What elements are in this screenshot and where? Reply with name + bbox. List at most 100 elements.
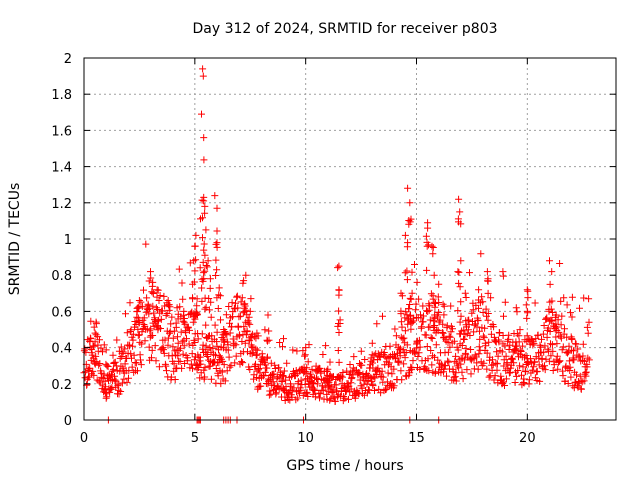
data-point <box>172 319 180 327</box>
data-point <box>386 342 394 350</box>
data-point <box>141 337 149 345</box>
data-point <box>264 353 271 361</box>
data-point <box>308 365 316 373</box>
data-point <box>113 336 121 344</box>
data-point <box>203 334 210 341</box>
x-axis-ticks: 0 5 10 15 20 <box>80 58 536 446</box>
y-tick-label: 0 <box>64 414 72 429</box>
data-point <box>142 240 150 248</box>
data-point <box>194 311 201 319</box>
data-point <box>157 325 164 332</box>
data-point <box>322 342 330 350</box>
data-point <box>212 240 220 248</box>
data-point <box>180 307 188 315</box>
data-point <box>213 342 221 350</box>
data-point <box>301 352 308 360</box>
data-point <box>227 361 235 369</box>
data-point <box>225 353 233 361</box>
data-point <box>321 383 329 391</box>
data-point <box>255 365 263 372</box>
data-point <box>550 361 558 369</box>
data-point <box>541 362 548 370</box>
data-point <box>111 376 119 384</box>
x-tick-label: 5 <box>191 431 199 446</box>
data-point <box>198 297 206 305</box>
data-point <box>335 307 343 315</box>
data-point <box>455 268 463 276</box>
data-point <box>406 294 414 302</box>
data-point <box>135 297 143 304</box>
data-point <box>227 314 235 322</box>
y-tick-label: 1.6 <box>51 124 72 139</box>
data-point <box>248 350 256 358</box>
data-point <box>584 329 592 337</box>
data-point <box>527 355 534 363</box>
data-point <box>174 315 182 323</box>
data-point <box>143 294 151 302</box>
data-point <box>406 301 414 308</box>
data-point <box>552 320 560 328</box>
data-point <box>444 357 452 365</box>
data-point <box>138 340 146 348</box>
data-point <box>307 370 314 378</box>
data-point <box>573 371 580 379</box>
data-point <box>331 397 339 405</box>
data-point <box>289 346 297 354</box>
data-point <box>358 361 366 369</box>
data-point <box>546 328 554 335</box>
data-point <box>316 365 324 373</box>
data-point <box>541 342 549 350</box>
data-point <box>95 377 103 385</box>
data-point <box>482 305 490 313</box>
data-point <box>84 365 92 373</box>
data-point <box>288 393 296 401</box>
data-point <box>483 365 491 373</box>
data-point <box>455 279 463 287</box>
data-point <box>432 341 440 349</box>
data-point <box>305 377 313 385</box>
data-point <box>167 373 175 381</box>
data-point <box>180 342 188 350</box>
data-point <box>391 325 399 333</box>
data-point <box>435 280 443 288</box>
y-axis-ticks: 0 0.2 0.4 0.6 0.8 1 1.2 1.4 1.6 1.8 2 <box>51 52 616 429</box>
data-point <box>335 291 343 299</box>
data-point <box>102 346 110 354</box>
data-point <box>513 372 521 380</box>
data-point <box>444 348 452 356</box>
data-point <box>182 329 190 337</box>
data-point <box>220 329 228 337</box>
data-point <box>179 295 187 303</box>
data-point <box>385 359 393 367</box>
data-point <box>407 295 415 303</box>
data-point <box>280 367 288 375</box>
data-point <box>474 317 482 325</box>
data-point <box>434 327 442 335</box>
data-point <box>559 372 567 380</box>
data-point <box>302 369 310 377</box>
data-point <box>452 352 460 360</box>
data-point <box>525 376 533 384</box>
data-point <box>439 320 447 328</box>
data-point <box>447 302 455 310</box>
data-point <box>275 364 283 372</box>
data-point <box>81 345 89 353</box>
data-point <box>202 342 210 350</box>
data-point <box>445 358 453 366</box>
data-point <box>522 368 530 376</box>
data-point <box>201 373 209 381</box>
data-point <box>483 268 491 276</box>
data-point <box>406 199 414 207</box>
data-point <box>154 306 161 313</box>
data-point <box>244 319 252 327</box>
data-point <box>219 331 227 339</box>
data-point <box>506 341 514 349</box>
data-point <box>246 366 254 373</box>
data-point <box>88 351 96 359</box>
data-point <box>257 382 265 390</box>
y-tick-label: 1.8 <box>51 88 72 103</box>
data-point <box>154 286 162 294</box>
data-point <box>446 333 454 341</box>
data-point <box>279 343 286 351</box>
